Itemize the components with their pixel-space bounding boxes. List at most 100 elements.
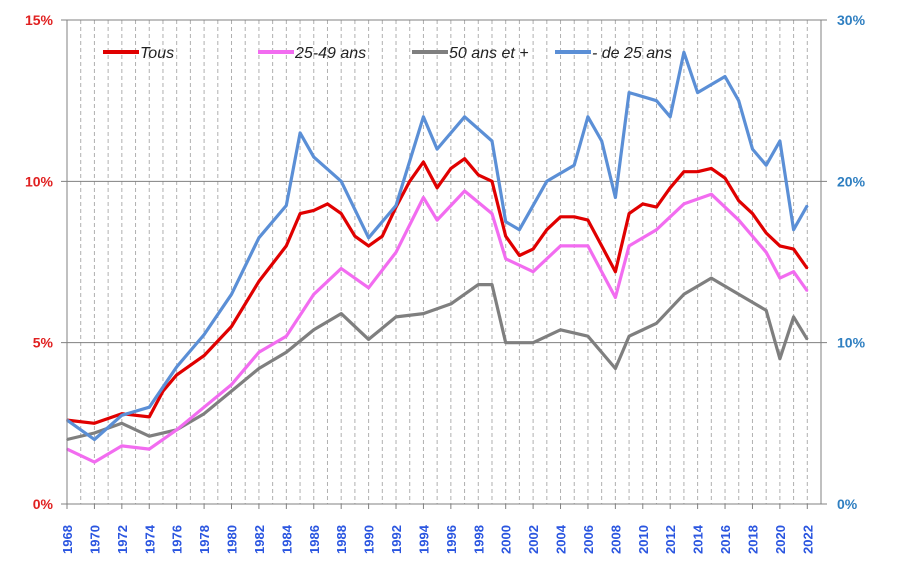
data-point bbox=[93, 422, 96, 425]
data-point bbox=[559, 216, 562, 218]
data-point bbox=[779, 277, 781, 279]
data-point bbox=[436, 219, 438, 221]
data-point bbox=[422, 161, 425, 163]
data-point bbox=[546, 180, 548, 183]
data-point bbox=[93, 438, 96, 441]
data-point bbox=[340, 312, 342, 315]
data-point bbox=[683, 170, 685, 173]
series-lines bbox=[66, 50, 809, 464]
data-point bbox=[340, 212, 342, 215]
x-tick-label: 2002 bbox=[526, 525, 541, 554]
data-point bbox=[559, 245, 562, 247]
data-point bbox=[175, 374, 178, 376]
data-point bbox=[751, 148, 754, 150]
x-tick-label: 2014 bbox=[691, 524, 706, 554]
legend-swatch bbox=[555, 50, 591, 54]
data-point bbox=[792, 228, 795, 231]
x-tick-label: 1994 bbox=[416, 524, 431, 554]
data-point bbox=[628, 335, 630, 338]
data-point bbox=[285, 204, 288, 207]
data-point bbox=[587, 219, 589, 221]
data-point bbox=[587, 116, 589, 118]
legend-label: - de 25 ans bbox=[592, 45, 672, 62]
data-point bbox=[792, 248, 795, 250]
x-tick-label: 2006 bbox=[581, 525, 596, 554]
data-point bbox=[230, 325, 233, 328]
x-tick-label: 1996 bbox=[444, 525, 459, 554]
data-point bbox=[779, 140, 781, 142]
data-point bbox=[628, 245, 630, 247]
x-tick-label: 2016 bbox=[718, 525, 733, 554]
data-point bbox=[121, 422, 123, 425]
data-point bbox=[354, 235, 356, 237]
data-point bbox=[600, 140, 603, 142]
data-point bbox=[381, 235, 384, 237]
data-point bbox=[710, 193, 713, 196]
data-point bbox=[491, 283, 493, 286]
series-line-0 bbox=[66, 157, 809, 425]
data-point bbox=[806, 338, 809, 341]
data-point bbox=[641, 203, 644, 205]
left-tick-label: 15% bbox=[25, 12, 54, 28]
data-point bbox=[559, 328, 562, 331]
data-point bbox=[696, 170, 699, 173]
x-tick-label: 1998 bbox=[471, 525, 486, 554]
data-point bbox=[148, 435, 151, 438]
data-point bbox=[121, 414, 123, 417]
x-tick-label: 1990 bbox=[362, 525, 377, 554]
data-point bbox=[806, 267, 809, 270]
right-tick-label: 0% bbox=[837, 496, 858, 512]
data-point bbox=[573, 216, 576, 218]
legend-swatch bbox=[103, 50, 139, 54]
data-point bbox=[628, 212, 630, 215]
data-point bbox=[477, 174, 480, 176]
legend-swatch bbox=[412, 50, 448, 54]
legend-label: 50 ans et + bbox=[449, 45, 529, 62]
data-point bbox=[504, 220, 507, 223]
right-tick-label: 10% bbox=[837, 335, 866, 351]
data-point bbox=[312, 328, 315, 331]
data-point bbox=[408, 180, 411, 183]
data-point bbox=[683, 51, 685, 54]
data-point bbox=[422, 196, 425, 199]
data-point bbox=[463, 190, 466, 192]
data-point bbox=[326, 203, 329, 205]
data-point bbox=[737, 293, 740, 296]
data-point bbox=[669, 186, 671, 189]
x-tick-label: 1970 bbox=[87, 525, 102, 554]
data-point bbox=[724, 75, 726, 78]
data-point bbox=[491, 212, 493, 215]
legend: Tous 25-49 ans 50 ans et + - de 25 ans bbox=[103, 45, 672, 62]
x-tick-label: 2004 bbox=[554, 524, 569, 554]
data-point bbox=[477, 283, 480, 286]
legend-label: 25-49 ans bbox=[294, 45, 366, 62]
data-point bbox=[422, 116, 425, 118]
x-tick-label: 1984 bbox=[279, 524, 294, 554]
data-point bbox=[121, 445, 123, 447]
data-point bbox=[93, 461, 96, 463]
data-point bbox=[203, 406, 205, 409]
data-point bbox=[395, 251, 397, 254]
data-point bbox=[367, 338, 370, 341]
data-point bbox=[148, 448, 151, 450]
legend-label: Tous bbox=[140, 45, 174, 62]
data-point bbox=[340, 267, 342, 270]
x-tick-label: 1992 bbox=[389, 525, 404, 554]
data-point bbox=[573, 164, 576, 166]
data-point bbox=[614, 367, 617, 370]
data-point bbox=[258, 367, 260, 370]
data-point bbox=[299, 212, 301, 215]
data-point bbox=[367, 237, 370, 239]
data-point bbox=[655, 228, 658, 231]
data-point bbox=[367, 245, 370, 247]
data-point bbox=[299, 132, 301, 134]
x-tick-label: 1988 bbox=[334, 525, 349, 554]
x-tick-label: 1974 bbox=[142, 524, 157, 554]
data-point bbox=[312, 156, 315, 158]
x-tick-label: 1982 bbox=[252, 525, 267, 554]
data-point bbox=[751, 212, 754, 215]
left-tick-label: 0% bbox=[33, 496, 54, 512]
data-point bbox=[367, 287, 370, 289]
data-point bbox=[655, 322, 658, 325]
x-tick-label: 1968 bbox=[60, 525, 75, 554]
